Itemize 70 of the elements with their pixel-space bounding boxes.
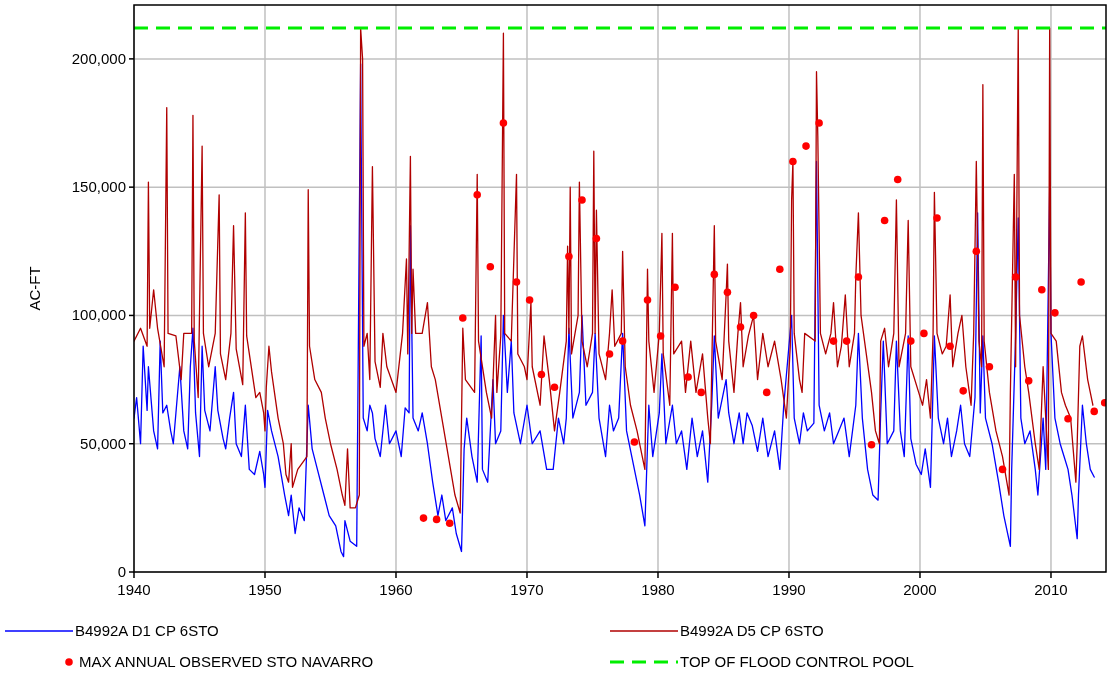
point bbox=[985, 362, 994, 371]
point bbox=[1038, 286, 1046, 294]
point bbox=[671, 283, 679, 291]
point bbox=[998, 465, 1007, 474]
point bbox=[1064, 415, 1072, 423]
point bbox=[605, 350, 614, 358]
point bbox=[550, 383, 559, 392]
point bbox=[656, 332, 665, 340]
point bbox=[842, 337, 851, 345]
point bbox=[829, 337, 838, 345]
point bbox=[486, 262, 495, 271]
point bbox=[592, 234, 601, 243]
point bbox=[723, 288, 732, 297]
point bbox=[959, 387, 967, 395]
point bbox=[565, 252, 573, 261]
point bbox=[762, 388, 771, 397]
x-tick-label: 1980 bbox=[641, 581, 675, 598]
point bbox=[749, 311, 758, 320]
point bbox=[736, 323, 745, 331]
x-tick-label: 1970 bbox=[510, 581, 544, 598]
point bbox=[710, 270, 719, 279]
point bbox=[1011, 273, 1020, 281]
point bbox=[880, 216, 889, 225]
x-tick-label: 1990 bbox=[772, 581, 806, 598]
point bbox=[1024, 377, 1033, 385]
point bbox=[907, 337, 915, 345]
x-tick-label: 2010 bbox=[1034, 581, 1068, 598]
point bbox=[972, 247, 981, 256]
y-tick-label: 150,000 bbox=[71, 178, 126, 196]
y-tick-label: 100,000 bbox=[71, 306, 126, 324]
y-tick-label: 50,000 bbox=[80, 434, 126, 452]
point bbox=[1051, 309, 1059, 317]
point bbox=[920, 329, 928, 338]
point bbox=[776, 265, 784, 274]
point bbox=[432, 515, 441, 524]
point bbox=[867, 440, 876, 449]
x-tick-label: 1940 bbox=[117, 581, 151, 598]
point bbox=[643, 296, 652, 304]
point bbox=[525, 296, 534, 304]
x-tick-label: 1950 bbox=[248, 581, 282, 598]
point bbox=[802, 142, 810, 150]
point bbox=[1077, 278, 1085, 286]
point bbox=[697, 388, 705, 397]
legend-label: B4992A D1 CP 6STO bbox=[75, 622, 219, 639]
point bbox=[684, 373, 692, 381]
legend-label: TOP OF FLOOD CONTROL POOL bbox=[680, 653, 914, 670]
point bbox=[630, 438, 639, 446]
point bbox=[537, 370, 546, 379]
point bbox=[1090, 407, 1098, 416]
point bbox=[419, 514, 428, 522]
y-tick-label: 200,000 bbox=[71, 49, 126, 67]
y-axis-title: AC-FT bbox=[26, 266, 43, 311]
point bbox=[933, 214, 941, 222]
legend-label: B4992A D5 CP 6STO bbox=[680, 622, 824, 639]
point bbox=[578, 196, 586, 204]
point bbox=[459, 314, 467, 322]
point bbox=[512, 278, 521, 286]
y-tick-label: 0 bbox=[117, 563, 126, 580]
point bbox=[618, 337, 627, 345]
point bbox=[789, 157, 797, 166]
x-tick-label: 1960 bbox=[379, 581, 413, 598]
point bbox=[815, 119, 823, 127]
point bbox=[473, 191, 481, 199]
legend-label: MAX ANNUAL OBSERVED STO NAVARRO bbox=[79, 653, 374, 670]
point bbox=[854, 273, 863, 281]
point bbox=[499, 119, 508, 127]
point bbox=[445, 519, 454, 528]
x-tick-label: 2000 bbox=[903, 581, 937, 598]
point bbox=[946, 342, 954, 350]
point bbox=[893, 175, 902, 184]
